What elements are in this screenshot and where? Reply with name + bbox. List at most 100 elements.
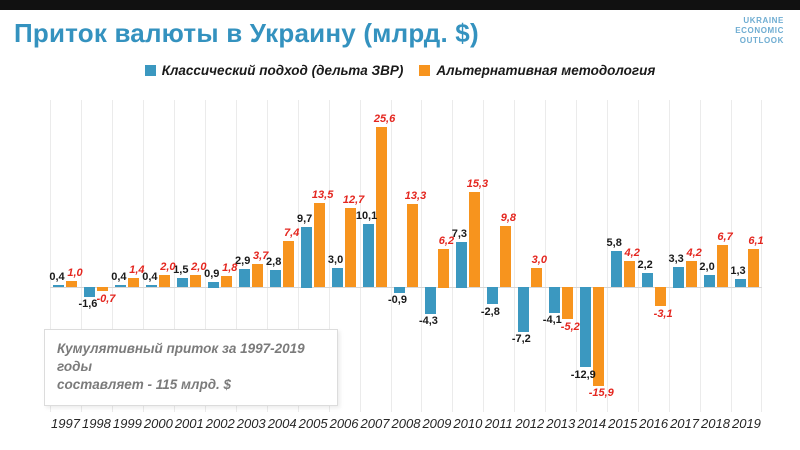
x-axis-year-label: 2019 (731, 416, 761, 431)
value-label-alternative: 6,1 (748, 235, 764, 247)
x-axis-year-label: 2011 (484, 416, 513, 431)
value-label-classic: 1,5 (173, 264, 189, 276)
value-label-alternative: 6,7 (717, 231, 733, 243)
bar-classic (548, 287, 560, 313)
bar-classic (486, 287, 498, 304)
gridline (267, 100, 268, 412)
bar-classic (579, 287, 591, 367)
gridline (50, 100, 51, 412)
value-label-alternative: 25,6 (373, 113, 396, 125)
x-axis-year-label: 2010 (453, 416, 483, 431)
legend-item-classic: Классический подход (дельта ЗВР) (144, 63, 403, 78)
value-label-classic: -1,6 (78, 298, 98, 310)
bar-classic (424, 287, 436, 314)
zero-axis-line (50, 287, 762, 288)
value-label-alternative: 3,0 (531, 254, 547, 266)
x-axis-year-label: 2003 (236, 416, 266, 431)
x-axis-year-label: 1999 (112, 416, 142, 431)
value-label-classic: 2,9 (235, 255, 251, 267)
value-label-alternative: 3,7 (253, 250, 269, 262)
value-label-classic: 3,0 (327, 254, 344, 266)
ukraine-economic-outlook-logo: UKRAINE ECONOMIC OUTLOOK (735, 16, 784, 46)
bar-classic (270, 270, 282, 287)
gridline (205, 100, 206, 412)
x-axis: 1997 1998 1999 2000 2001 2002 2003 2004 2005 2006… (50, 416, 762, 431)
top-black-bar (0, 0, 800, 10)
x-axis-year-label: 2012 (515, 416, 545, 431)
value-label-alternative: 1,0 (67, 267, 83, 279)
value-label-alternative: -0,7 (96, 293, 116, 305)
gridline (669, 100, 670, 412)
bar-classic (115, 285, 127, 287)
bar-alternative (747, 249, 759, 287)
bar-alternative (468, 192, 480, 287)
gridline (112, 100, 113, 412)
x-axis-year-label: 2014 (577, 416, 607, 431)
value-label-classic: 9,7 (296, 213, 313, 225)
x-axis-year-label: 2013 (546, 416, 576, 431)
value-label-alternative: 12,7 (342, 194, 365, 206)
bar-alternative (190, 275, 202, 287)
bar-alternative (221, 276, 233, 287)
legend-item-alternative: Альтернативная методология (419, 63, 655, 78)
x-axis-year-label: 2008 (391, 416, 421, 431)
x-axis-year-label: 1997 (51, 416, 80, 431)
bar-alternative (97, 287, 109, 291)
x-axis-year-label: 2001 (174, 416, 204, 431)
logo-line-3: OUTLOOK (739, 36, 784, 45)
bar-alternative (252, 264, 264, 287)
value-label-alternative: 4,2 (624, 247, 640, 259)
gridline (576, 100, 577, 412)
gridline (545, 100, 546, 412)
bar-alternative (407, 204, 418, 287)
value-label-classic: -4,3 (418, 315, 438, 327)
value-label-classic: -12,9 (570, 369, 596, 381)
bar-alternative (376, 127, 388, 287)
value-label-alternative: 6,2 (438, 235, 455, 247)
value-label-classic: 0,4 (111, 271, 127, 283)
value-label-alternative: 2,0 (191, 261, 207, 273)
x-axis-year-label: 2016 (639, 416, 669, 431)
value-label-alternative: 1,4 (129, 264, 145, 276)
bar-alternative (592, 287, 604, 386)
value-label-alternative: 13,3 (404, 190, 427, 202)
bar-alternative (499, 226, 511, 287)
bar-classic (703, 275, 715, 287)
value-label-classic: -2,8 (480, 306, 500, 318)
gridline (329, 100, 330, 412)
legend-label-alternative: Альтернативная методология (436, 63, 656, 78)
value-label-alternative: 2,0 (160, 261, 176, 273)
gridline (360, 100, 361, 412)
bar-classic (394, 287, 405, 293)
value-label-classic: -7,2 (511, 333, 531, 345)
bar-classic (455, 242, 467, 288)
bar-alternative (654, 287, 666, 306)
bar-classic (177, 278, 189, 287)
bar-classic (672, 267, 684, 288)
value-label-alternative: 7,4 (284, 227, 300, 239)
x-axis-year-label: 2017 (670, 416, 699, 431)
value-label-alternative: 9,8 (500, 212, 517, 224)
logo-line-1: UKRAINE (743, 16, 784, 25)
annotation-box: Кумулятивный приток за 1997-2019 годы со… (44, 329, 338, 406)
gridline (514, 100, 515, 412)
x-axis-year-label: 2009 (422, 416, 452, 431)
x-axis-year-label: 2002 (205, 416, 235, 431)
bar-classic (734, 279, 746, 287)
gridline (731, 100, 732, 412)
gridline (143, 100, 144, 412)
value-label-classic: 2,0 (699, 261, 715, 273)
value-label-classic: 10,1 (355, 210, 378, 222)
x-axis-year-label: 2004 (267, 416, 297, 431)
gridline (174, 100, 175, 412)
bar-classic (301, 227, 313, 288)
bar-alternative (623, 261, 635, 287)
value-label-classic: 3,3 (668, 253, 684, 265)
x-axis-year-label: 2006 (329, 416, 359, 431)
bar-alternative (437, 249, 449, 288)
gridline (483, 100, 484, 412)
annotation-line-1: Кумулятивный приток за 1997-2019 годы (57, 341, 305, 375)
page-title: Приток валюты в Украину (млрд. $) (14, 18, 479, 48)
value-label-alternative: -15,9 (588, 387, 614, 399)
